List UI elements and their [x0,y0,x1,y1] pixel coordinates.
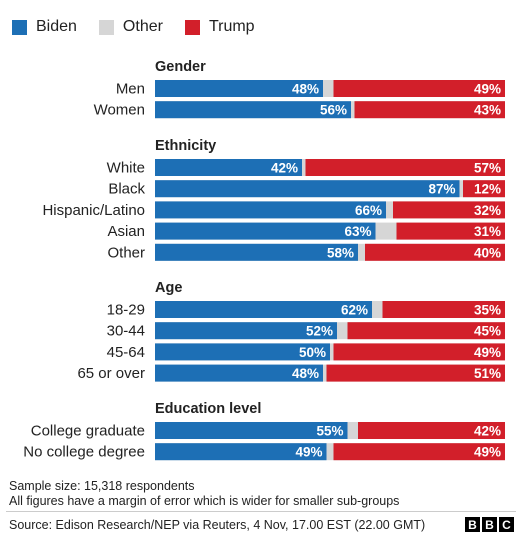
row-label: 45-64 [107,344,145,361]
row-label: 30-44 [107,323,145,340]
margin-of-error-note: All figures have a margin of error which… [9,494,400,508]
row-label: 65 or over [77,365,145,382]
bar-trump [305,159,505,176]
row-label: 18-29 [107,302,145,319]
bar-biden [155,180,460,198]
bbc-logo-letter: B [465,517,480,532]
row-label: Black [108,181,145,198]
bar-biden [155,343,330,361]
bar-biden [155,159,302,176]
biden-value-label: 48% [292,366,319,381]
trump-value-label: 42% [474,424,501,439]
legend-item-biden: Biden [12,18,77,36]
row-label: Other [107,244,145,261]
biden-value-label: 52% [306,324,333,339]
trump-value-label: 51% [474,366,501,381]
trump-value-label: 31% [474,224,501,239]
trump-value-label: 49% [474,445,501,460]
group-title: Education level [155,401,261,417]
bbc-logo: B B C [463,517,514,532]
bar-biden [155,80,323,97]
legend-swatch-other [98,19,114,35]
bar-biden [155,422,348,439]
trump-value-label: 12% [474,182,501,197]
bar-trump [326,364,505,382]
biden-value-label: 48% [292,82,319,97]
row-label: Asian [107,223,145,240]
source-divider [6,511,516,512]
biden-value-label: 55% [316,424,343,439]
bar-trump [347,322,505,340]
row-label: Men [116,81,145,98]
biden-value-label: 49% [295,445,322,460]
legend-swatch-trump [184,19,200,35]
bar-trump [396,222,505,240]
legend-label-other: Other [122,18,163,35]
bbc-logo-letter: C [499,517,514,532]
row-label: College graduate [31,423,145,440]
bar-biden [155,201,386,219]
trump-value-label: 35% [474,303,501,318]
row-label: White [107,160,145,177]
bar-trump [382,301,505,318]
row-label: Hispanic/Latino [42,202,145,219]
group-title: Gender [155,59,206,75]
trump-value-label: 49% [474,82,501,97]
biden-value-label: 66% [355,203,382,218]
biden-value-label: 58% [327,245,354,260]
trump-value-label: 49% [474,345,501,360]
trump-value-label: 32% [474,203,501,218]
bar-biden [155,101,351,119]
biden-value-label: 56% [320,103,347,118]
sample-size-note: Sample size: 15,318 respondents [9,479,195,493]
bar-trump [333,80,505,97]
source-text: Source: Edison Research/NEP via Reuters,… [9,518,426,532]
stacked-bar-chart: Gender Men 48% 49% Women 56% 43% Ethnicity White… [23,59,505,461]
biden-value-label: 87% [428,182,455,197]
bar-biden [155,443,327,461]
bar-biden [155,301,372,318]
legend-item-other: Other [98,18,163,36]
biden-value-label: 63% [344,224,371,239]
bar-trump [463,180,505,198]
trump-value-label: 43% [474,103,501,118]
group-title: Ethnicity [155,138,216,154]
legend-item-trump: Trump [184,18,255,36]
trump-value-label: 40% [474,245,501,260]
bar-trump [354,101,505,119]
trump-value-label: 45% [474,324,501,339]
biden-value-label: 62% [341,303,368,318]
legend-swatch-biden [12,19,27,35]
bar-trump [333,443,505,461]
row-label: No college degree [23,444,145,461]
bar-trump [358,422,505,439]
biden-value-label: 50% [299,345,326,360]
row-label: Women [94,102,145,119]
legend-label-biden: Biden [36,18,77,35]
bar-biden [155,222,376,240]
bar-biden [155,243,358,261]
legend: Biden Other Trump [12,18,277,36]
biden-value-label: 42% [271,161,298,176]
trump-value-label: 57% [474,161,501,176]
bbc-logo-letter: B [482,517,497,532]
bar-biden [155,364,323,382]
legend-label-trump: Trump [208,18,255,35]
group-title: Age [155,280,182,296]
bar-trump [393,201,505,219]
bar-trump [365,243,505,261]
bar-biden [155,322,337,340]
bar-trump [333,343,505,361]
